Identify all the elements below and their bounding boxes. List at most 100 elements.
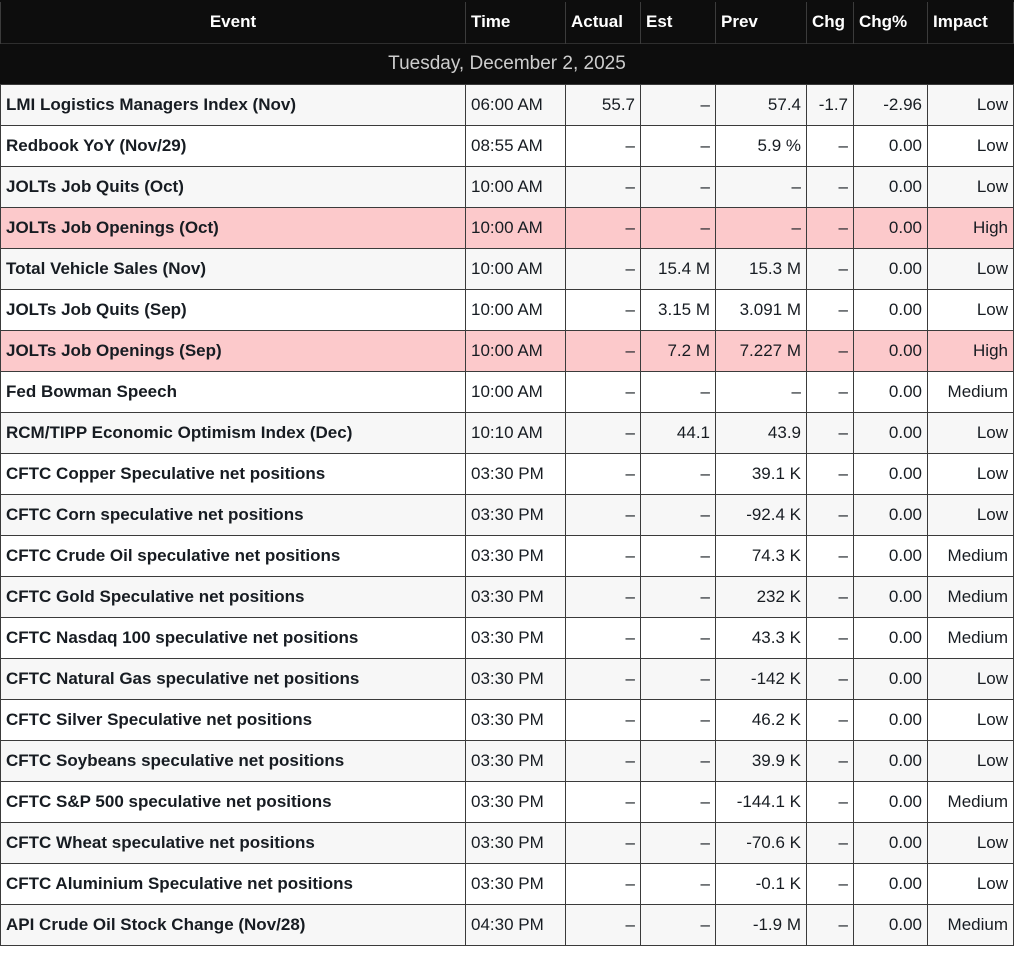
prev-cell: -144.1 K	[716, 781, 807, 822]
impact-cell: Low	[928, 453, 1014, 494]
calendar-event-row[interactable]: Fed Bowman Speech 10:00 AM – – – – 0.00 …	[1, 371, 1014, 412]
event-name-cell: CFTC Natural Gas speculative net positio…	[1, 658, 466, 699]
calendar-event-row[interactable]: CFTC Gold Speculative net positions 03:3…	[1, 576, 1014, 617]
calendar-event-row[interactable]: RCM/TIPP Economic Optimism Index (Dec) 1…	[1, 412, 1014, 453]
column-header-chg: Chg	[807, 1, 854, 43]
calendar-event-row[interactable]: JOLTs Job Quits (Sep) 10:00 AM – 3.15 M …	[1, 289, 1014, 330]
est-cell: 3.15 M	[641, 289, 716, 330]
calendar-event-row[interactable]: JOLTs Job Quits (Oct) 10:00 AM – – – – 0…	[1, 166, 1014, 207]
time-cell: 10:00 AM	[466, 207, 566, 248]
time-cell: 03:30 PM	[466, 617, 566, 658]
event-name-cell: CFTC Copper Speculative net positions	[1, 453, 466, 494]
prev-cell: -92.4 K	[716, 494, 807, 535]
est-cell: –	[641, 699, 716, 740]
actual-cell: –	[566, 453, 641, 494]
chg-cell: –	[807, 904, 854, 945]
chgpct-cell: 0.00	[854, 535, 928, 576]
impact-cell: Low	[928, 863, 1014, 904]
prev-cell: -70.6 K	[716, 822, 807, 863]
calendar-event-row[interactable]: CFTC S&P 500 speculative net positions 0…	[1, 781, 1014, 822]
chg-cell: –	[807, 453, 854, 494]
chg-cell: –	[807, 371, 854, 412]
time-cell: 10:10 AM	[466, 412, 566, 453]
est-cell: 7.2 M	[641, 330, 716, 371]
actual-cell: –	[566, 617, 641, 658]
chgpct-cell: 0.00	[854, 453, 928, 494]
calendar-event-row[interactable]: CFTC Soybeans speculative net positions …	[1, 740, 1014, 781]
time-cell: 03:30 PM	[466, 822, 566, 863]
calendar-event-row[interactable]: CFTC Wheat speculative net positions 03:…	[1, 822, 1014, 863]
calendar-event-row[interactable]: CFTC Silver Speculative net positions 03…	[1, 699, 1014, 740]
actual-cell: –	[566, 740, 641, 781]
chgpct-cell: 0.00	[854, 822, 928, 863]
chgpct-cell: 0.00	[854, 371, 928, 412]
est-cell: –	[641, 166, 716, 207]
actual-cell: –	[566, 699, 641, 740]
calendar-event-row[interactable]: Redbook YoY (Nov/29) 08:55 AM – – 5.9 % …	[1, 125, 1014, 166]
impact-cell: Medium	[928, 617, 1014, 658]
est-cell: –	[641, 453, 716, 494]
prev-cell: 39.9 K	[716, 740, 807, 781]
calendar-event-row[interactable]: CFTC Aluminium Speculative net positions…	[1, 863, 1014, 904]
actual-cell: –	[566, 289, 641, 330]
time-cell: 03:30 PM	[466, 781, 566, 822]
calendar-event-row[interactable]: LMI Logistics Managers Index (Nov) 06:00…	[1, 84, 1014, 125]
calendar-event-row[interactable]: CFTC Nasdaq 100 speculative net position…	[1, 617, 1014, 658]
date-header: Tuesday, December 2, 2025	[1, 43, 1014, 84]
impact-cell: Low	[928, 289, 1014, 330]
prev-cell: 5.9 %	[716, 125, 807, 166]
chgpct-cell: 0.00	[854, 330, 928, 371]
prev-cell: 43.3 K	[716, 617, 807, 658]
calendar-event-row[interactable]: API Crude Oil Stock Change (Nov/28) 04:3…	[1, 904, 1014, 945]
est-cell: –	[641, 822, 716, 863]
column-header-time: Time	[466, 1, 566, 43]
chg-cell: –	[807, 248, 854, 289]
column-header-chgpct: Chg%	[854, 1, 928, 43]
calendar-event-row[interactable]: CFTC Corn speculative net positions 03:3…	[1, 494, 1014, 535]
chg-cell: –	[807, 412, 854, 453]
calendar-event-row[interactable]: Total Vehicle Sales (Nov) 10:00 AM – 15.…	[1, 248, 1014, 289]
prev-cell: -1.9 M	[716, 904, 807, 945]
chg-cell: –	[807, 576, 854, 617]
event-name-cell: Fed Bowman Speech	[1, 371, 466, 412]
est-cell: –	[641, 84, 716, 125]
chgpct-cell: 0.00	[854, 617, 928, 658]
column-header-impact: Impact	[928, 1, 1014, 43]
est-cell: 44.1	[641, 412, 716, 453]
impact-cell: Low	[928, 699, 1014, 740]
impact-cell: Medium	[928, 576, 1014, 617]
chg-cell: –	[807, 617, 854, 658]
actual-cell: –	[566, 248, 641, 289]
event-name-cell: Total Vehicle Sales (Nov)	[1, 248, 466, 289]
time-cell: 03:30 PM	[466, 576, 566, 617]
calendar-event-row[interactable]: JOLTs Job Openings (Sep) 10:00 AM – 7.2 …	[1, 330, 1014, 371]
time-cell: 10:00 AM	[466, 248, 566, 289]
calendar-event-row[interactable]: CFTC Copper Speculative net positions 03…	[1, 453, 1014, 494]
impact-cell: Low	[928, 125, 1014, 166]
est-cell: –	[641, 371, 716, 412]
chg-cell: –	[807, 166, 854, 207]
time-cell: 06:00 AM	[466, 84, 566, 125]
prev-cell: 7.227 M	[716, 330, 807, 371]
prev-cell: –	[716, 207, 807, 248]
time-cell: 03:30 PM	[466, 453, 566, 494]
time-cell: 10:00 AM	[466, 330, 566, 371]
calendar-event-row[interactable]: CFTC Natural Gas speculative net positio…	[1, 658, 1014, 699]
chgpct-cell: 0.00	[854, 863, 928, 904]
calendar-event-row[interactable]: JOLTs Job Openings (Oct) 10:00 AM – – – …	[1, 207, 1014, 248]
prev-cell: 74.3 K	[716, 535, 807, 576]
prev-cell: 39.1 K	[716, 453, 807, 494]
actual-cell: –	[566, 371, 641, 412]
actual-cell: 55.7	[566, 84, 641, 125]
chg-cell: –	[807, 699, 854, 740]
event-name-cell: CFTC Silver Speculative net positions	[1, 699, 466, 740]
time-cell: 03:30 PM	[466, 535, 566, 576]
event-name-cell: JOLTs Job Openings (Sep)	[1, 330, 466, 371]
est-cell: –	[641, 781, 716, 822]
impact-cell: Low	[928, 658, 1014, 699]
actual-cell: –	[566, 207, 641, 248]
calendar-event-row[interactable]: CFTC Crude Oil speculative net positions…	[1, 535, 1014, 576]
event-name-cell: CFTC Crude Oil speculative net positions	[1, 535, 466, 576]
prev-cell: 232 K	[716, 576, 807, 617]
chgpct-cell: 0.00	[854, 412, 928, 453]
